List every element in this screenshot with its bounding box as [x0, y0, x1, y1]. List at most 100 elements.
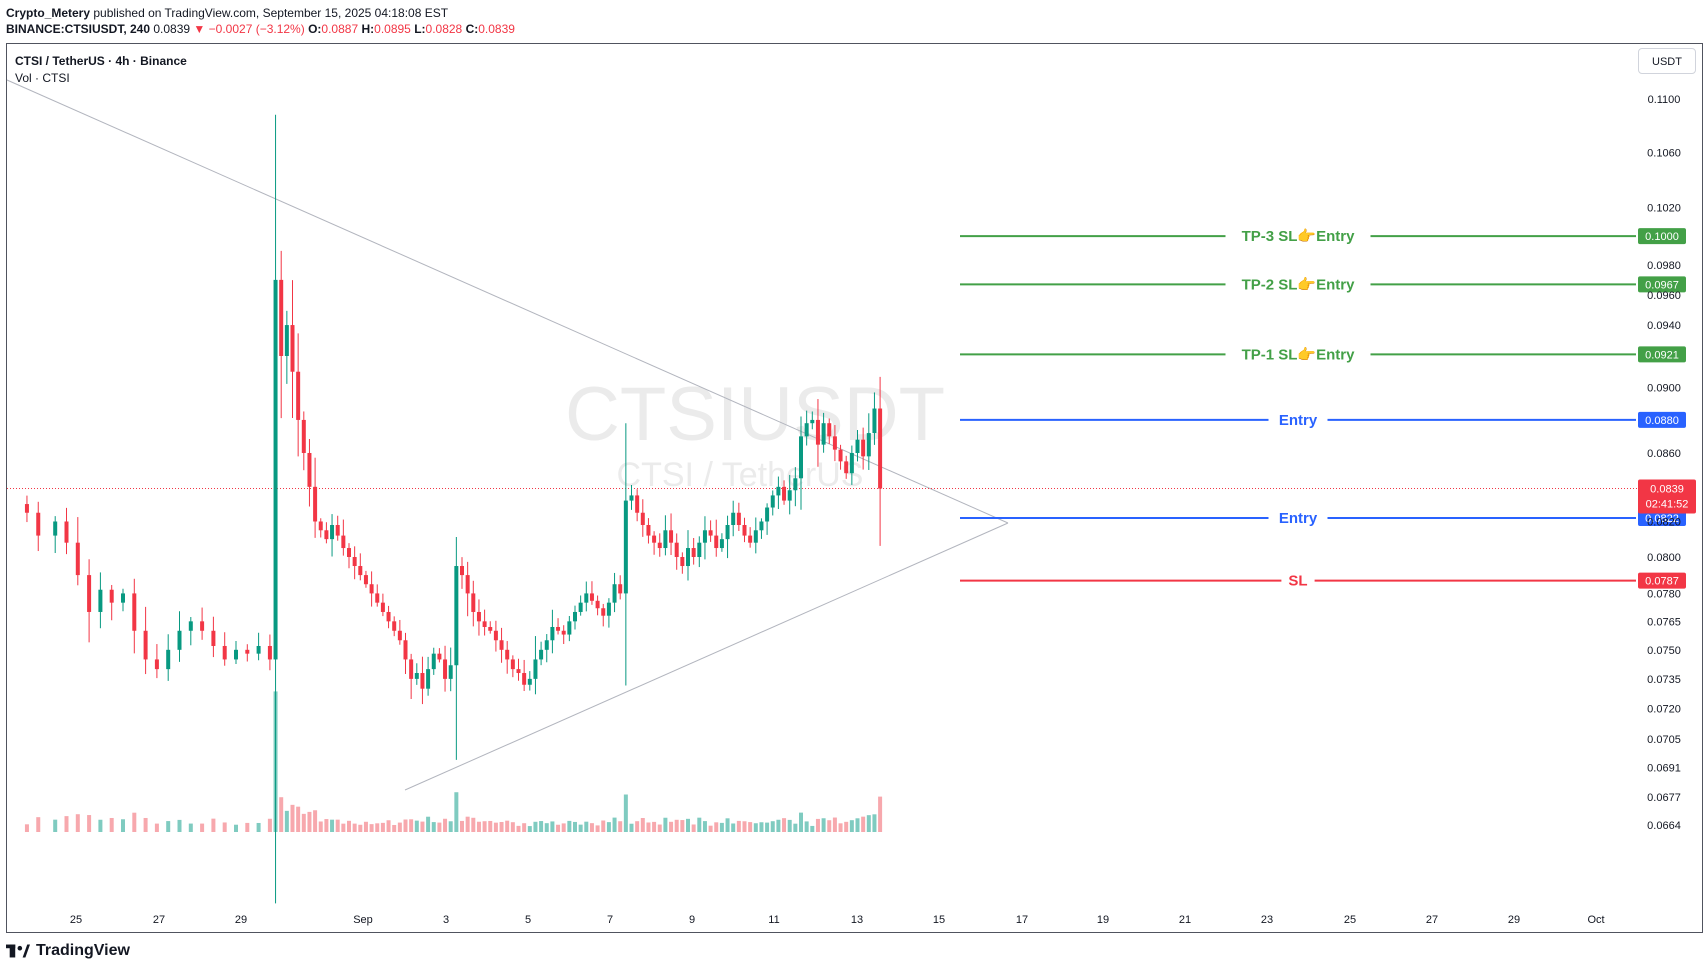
author-name[interactable]: Crypto_Metery — [6, 6, 91, 20]
volume-bar — [154, 823, 159, 832]
volume-bar — [799, 812, 803, 832]
candle-body — [821, 423, 826, 445]
level-tag-text: 0.0921 — [1645, 349, 1679, 361]
level-label: Entry — [1279, 412, 1318, 429]
x-tick-label: 19 — [1097, 914, 1109, 926]
candle-body — [686, 548, 690, 567]
y-tick-label: 0.0750 — [1647, 645, 1681, 657]
y-tick-label: 0.0720 — [1647, 704, 1681, 716]
candle-body — [75, 542, 80, 576]
candle-body — [550, 626, 555, 641]
volume-bar — [53, 819, 58, 832]
candle-body — [267, 645, 272, 660]
volume-bar — [188, 823, 193, 832]
level-label: TP-1 SL👉Entry — [1242, 345, 1356, 363]
candle-body — [606, 602, 611, 616]
volume-bar — [522, 823, 527, 832]
volume-bar — [878, 796, 883, 832]
volume-bar — [669, 821, 674, 832]
candle-body — [307, 452, 312, 487]
y-tick-label: 0.0960 — [1647, 290, 1681, 302]
candle-body — [674, 542, 679, 557]
y-tick-label: 0.0705 — [1647, 734, 1681, 746]
watermark-name: CTSI / TetherUS — [617, 456, 864, 494]
y-tick-label: 0.1100 — [1648, 94, 1681, 106]
volume-bar — [782, 818, 787, 832]
candle-body — [595, 600, 600, 609]
candle-body — [539, 649, 544, 660]
volume-bar — [578, 824, 583, 832]
x-tick-label: 21 — [1179, 914, 1191, 926]
volume-bars — [24, 691, 883, 832]
volume-bar — [313, 810, 318, 832]
candle-body — [725, 524, 730, 540]
volume-bar — [832, 817, 837, 832]
volume-bar — [166, 821, 171, 832]
candle-body — [375, 593, 380, 603]
price-change: −0.0027 (−3.12%) — [208, 22, 305, 36]
volume-bar — [330, 819, 335, 832]
x-tick-label: 17 — [1016, 914, 1028, 926]
volume-bar — [64, 816, 69, 832]
x-tick-label: 29 — [235, 914, 247, 926]
candle-body — [87, 575, 92, 612]
volume-bar — [493, 822, 498, 832]
last-price: 0.0839 — [153, 22, 191, 36]
volume-bar — [352, 823, 357, 832]
candle-body — [109, 589, 114, 603]
volume-bar — [426, 816, 431, 832]
level-tag-text: 0.0967 — [1645, 279, 1679, 291]
y-tick-label: 0.0735 — [1647, 674, 1681, 686]
candle-body — [589, 593, 594, 601]
candle-body — [697, 542, 702, 557]
candle-body — [708, 530, 713, 536]
candle-body — [352, 557, 357, 567]
candle-body — [166, 649, 171, 670]
candle-body — [36, 512, 41, 536]
candle-body — [154, 659, 159, 670]
candle-body — [573, 611, 577, 622]
volume-bar — [177, 819, 182, 832]
volume-bar — [855, 818, 860, 832]
volume-bar — [872, 814, 877, 832]
volume-bar — [544, 823, 549, 832]
volume-bar — [392, 824, 397, 832]
countdown-text: 02:41:52 — [1646, 499, 1689, 511]
candle-body — [629, 495, 634, 501]
candle-body — [476, 611, 481, 622]
currency-button[interactable]: USDT — [1638, 48, 1696, 74]
volume-bar — [657, 824, 662, 832]
y-tick-label: 0.0800 — [1647, 552, 1681, 564]
volume-bar — [98, 819, 103, 832]
x-tick-label: 27 — [1426, 914, 1438, 926]
candle-body — [765, 507, 770, 522]
volume-bar — [527, 826, 532, 832]
level-tag-text: 0.0787 — [1645, 576, 1679, 588]
volume-bar — [719, 822, 724, 832]
candle-body — [403, 640, 408, 660]
candle-body — [431, 653, 436, 670]
volume-bar — [380, 822, 385, 832]
volume-bar — [646, 822, 651, 832]
volume-bar — [75, 814, 80, 832]
volume-bar — [635, 821, 640, 832]
candle-body — [618, 584, 623, 594]
candle-body — [872, 408, 877, 434]
level-tag — [1638, 276, 1686, 293]
volume-bar — [567, 820, 572, 832]
volume-bar — [815, 818, 820, 832]
candle-body — [324, 530, 329, 540]
volume-bar — [132, 812, 137, 832]
tradingview-logo[interactable]: TradingView — [6, 942, 130, 960]
candle-body — [793, 478, 798, 491]
candle-body — [290, 325, 295, 372]
volume-bar — [584, 821, 589, 832]
volume-bar — [87, 815, 92, 832]
candle-body — [646, 524, 651, 536]
watermark-symbol: CTSIUSDT — [565, 372, 945, 457]
x-tick-label: 29 — [1508, 914, 1520, 926]
candle-body — [657, 542, 662, 549]
volume-bar — [680, 820, 685, 832]
volume-bar — [24, 824, 29, 832]
